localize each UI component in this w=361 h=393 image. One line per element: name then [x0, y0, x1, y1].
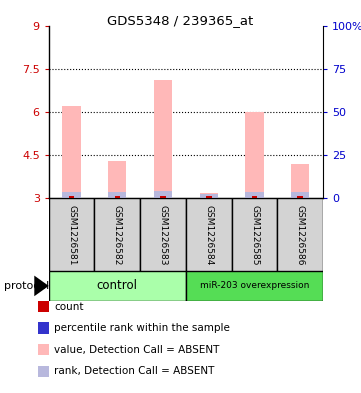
Bar	[291, 192, 309, 198]
Bar	[245, 112, 264, 198]
Bar	[62, 106, 81, 198]
Text: value, Detection Call = ABSENT: value, Detection Call = ABSENT	[54, 345, 219, 355]
Text: GSM1226585: GSM1226585	[250, 205, 259, 265]
Bar	[200, 193, 218, 198]
Bar	[38, 323, 49, 334]
Text: percentile rank within the sample: percentile rank within the sample	[54, 323, 230, 333]
Text: GSM1226584: GSM1226584	[204, 205, 213, 265]
Text: GSM1226583: GSM1226583	[158, 205, 168, 265]
Bar	[38, 366, 49, 377]
Bar	[108, 161, 126, 198]
Bar	[252, 196, 257, 198]
Bar	[108, 192, 126, 198]
Bar	[206, 196, 212, 198]
Bar	[297, 196, 303, 198]
Bar	[291, 164, 309, 198]
Bar	[160, 196, 166, 198]
Text: GSM1226582: GSM1226582	[113, 205, 122, 265]
Text: control: control	[97, 279, 138, 292]
Bar	[38, 301, 49, 312]
Bar	[186, 271, 323, 301]
Text: GDS5348 / 239365_at: GDS5348 / 239365_at	[107, 14, 254, 27]
Text: count: count	[54, 301, 84, 312]
Bar	[95, 198, 140, 271]
Bar	[154, 80, 172, 198]
Bar	[200, 194, 218, 198]
Bar	[277, 198, 323, 271]
Text: miR-203 overexpression: miR-203 overexpression	[200, 281, 309, 290]
Bar	[49, 271, 186, 301]
Bar	[62, 192, 81, 198]
Text: rank, Detection Call = ABSENT: rank, Detection Call = ABSENT	[54, 366, 214, 376]
Text: protocol: protocol	[4, 281, 49, 291]
Text: GSM1226586: GSM1226586	[296, 205, 305, 265]
Bar	[69, 196, 74, 198]
Bar	[114, 196, 120, 198]
Bar	[38, 344, 49, 355]
Bar	[154, 191, 172, 198]
Text: GSM1226581: GSM1226581	[67, 205, 76, 265]
Polygon shape	[34, 275, 49, 296]
Bar	[186, 198, 232, 271]
Bar	[245, 192, 264, 198]
Bar	[140, 198, 186, 271]
Bar	[49, 198, 95, 271]
Bar	[232, 198, 277, 271]
